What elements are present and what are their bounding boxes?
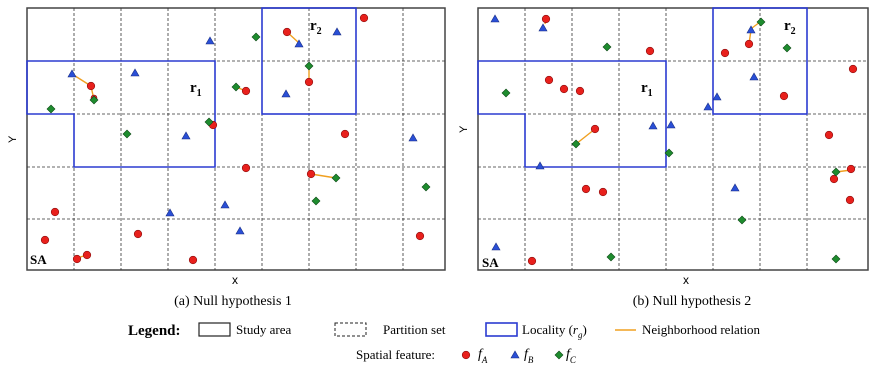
legend-fb-label: fB: [524, 347, 534, 365]
legend-fc-marker: [554, 350, 564, 360]
panel-a-study-area-frame: [26, 7, 446, 271]
panel-b-neighborhood-relations: [544, 18, 852, 173]
legend: Legend: Study area Partition set Localit…: [128, 322, 761, 365]
panel-b-sa-label: SA: [482, 255, 499, 270]
panel-a-caption: (a) Null hypothesis 1: [174, 294, 292, 309]
panel-a-features-fc: [46, 32, 431, 206]
panel-b-locality-r2-label: r2: [784, 18, 796, 37]
panel-b: r1 r2 SA x Y (b) Null hypothesis 2: [458, 7, 869, 309]
panel-b-locality-r2: [712, 7, 808, 115]
panel-a-sa-label: SA: [30, 252, 47, 267]
panel-b-locality-r1: [477, 60, 667, 168]
legend-spatial-feature-title: Spatial feature:: [356, 347, 435, 362]
panel-b-x-axis-label: x: [683, 273, 689, 287]
panel-a-features-fb: [67, 27, 418, 235]
panel-b-study-area-frame: [477, 7, 869, 271]
panel-b-locality-r1-label: r1: [641, 80, 653, 99]
panel-a-features-fa: [40, 13, 425, 265]
legend-locality-swatch: [485, 322, 518, 337]
panel-a-y-axis-label: Y: [7, 135, 19, 143]
panel-b-features-fc: [501, 17, 841, 264]
panel-a-locality-r1: [26, 60, 216, 168]
legend-locality-label: Locality (rg): [522, 322, 587, 340]
panel-b-features-fa: [527, 14, 858, 266]
legend-neighborhood-label: Neighborhood relation: [642, 322, 761, 337]
legend-partition-set-label: Partition set: [383, 322, 446, 337]
panel-b-caption: (b) Null hypothesis 2: [633, 294, 752, 309]
legend-study-area-label: Study area: [236, 322, 291, 337]
panel-b-features-fb: [490, 14, 759, 251]
legend-fa-marker: [461, 350, 471, 360]
panel-a-locality-r1-label: r1: [190, 80, 202, 99]
panel-a-locality-r2-label: r2: [310, 18, 322, 37]
legend-study-area-swatch: [198, 322, 231, 337]
legend-fb-marker: [510, 350, 520, 359]
panel-b-partition-grid: [478, 8, 868, 270]
panel-b-y-axis-label: Y: [458, 125, 470, 133]
panel-a-neighborhood-relations: [71, 31, 337, 259]
panel-a-x-axis-label: x: [232, 273, 238, 287]
legend-fa-label: fA: [478, 347, 488, 365]
panel-a: r1 r2 SA x Y (a) Null hypothesis 1: [7, 7, 446, 309]
legend-fc-label: fC: [566, 347, 577, 365]
panel-a-locality-r2: [261, 7, 357, 115]
legend-partition-set-swatch: [334, 322, 367, 337]
panel-a-partition-grid: [27, 8, 445, 270]
legend-title: Legend:: [128, 323, 181, 339]
